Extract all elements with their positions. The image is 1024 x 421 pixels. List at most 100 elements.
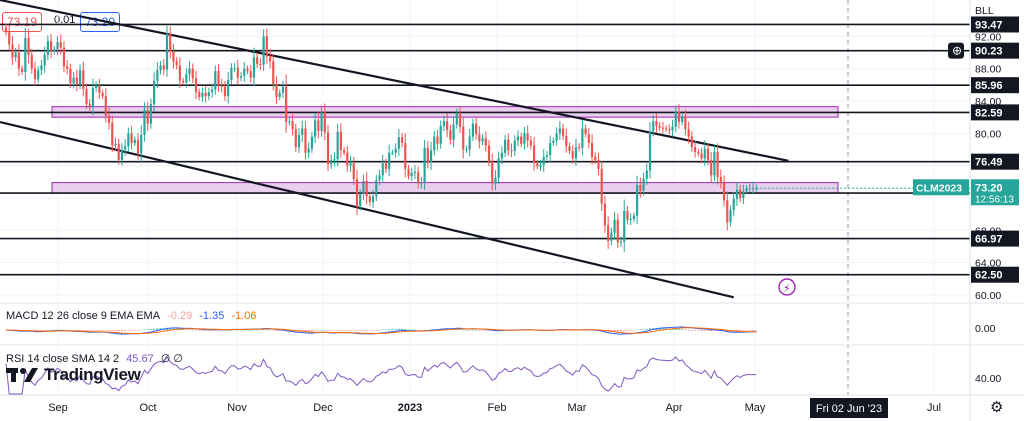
candle-body bbox=[500, 152, 503, 159]
macd-histogram-bar bbox=[149, 329, 152, 330]
macd-histogram-bar bbox=[114, 330, 117, 331]
candle-body bbox=[114, 143, 117, 146]
candle-body bbox=[555, 133, 558, 141]
macd-histogram-bar bbox=[40, 330, 43, 331]
candle-body bbox=[629, 218, 632, 220]
macd-histogram-bar bbox=[327, 330, 329, 331]
macd-histogram-bar bbox=[639, 329, 642, 330]
candle-body bbox=[365, 180, 368, 197]
candle-body bbox=[465, 149, 468, 151]
macd-histogram-bar bbox=[713, 330, 716, 331]
support-zone bbox=[51, 182, 839, 194]
candle-body bbox=[95, 85, 98, 89]
candle-body bbox=[85, 88, 88, 105]
candle-body bbox=[600, 168, 603, 204]
macd-histogram-bar bbox=[346, 330, 349, 331]
macd-histogram-bar bbox=[301, 330, 304, 332]
candle-body bbox=[204, 92, 207, 97]
candle-body bbox=[626, 210, 629, 220]
candle-body bbox=[697, 151, 700, 154]
candle-body bbox=[159, 65, 162, 71]
candle-body bbox=[53, 49, 56, 52]
candle-body bbox=[66, 66, 69, 69]
candle-body bbox=[751, 188, 755, 190]
candle-body bbox=[520, 136, 523, 144]
candle-body bbox=[674, 111, 677, 127]
candle-body bbox=[455, 113, 458, 125]
candle-body bbox=[4, 27, 8, 33]
candle-body bbox=[507, 139, 510, 151]
macd-histogram-bar bbox=[243, 329, 246, 331]
macd-histogram-bar bbox=[391, 328, 394, 330]
candle-body bbox=[471, 123, 474, 137]
macd-histogram-bar bbox=[140, 329, 143, 331]
macd-histogram-bar bbox=[30, 330, 33, 331]
level-label: 85.96 bbox=[975, 80, 1003, 92]
candle-body bbox=[17, 52, 20, 69]
macd-signal-line bbox=[6, 327, 757, 335]
candle-body bbox=[655, 121, 658, 127]
macd-histogram-bar bbox=[259, 329, 262, 331]
x-tick-label: Nov bbox=[227, 402, 247, 414]
candle-body bbox=[349, 163, 352, 166]
open-price-box[interactable]: 73.19 bbox=[2, 12, 43, 32]
candle-body bbox=[494, 177, 497, 184]
macd-histogram-bar bbox=[468, 330, 471, 331]
crosshair-date-bg bbox=[810, 398, 888, 418]
candle-body bbox=[388, 152, 391, 169]
candle-body bbox=[571, 151, 574, 159]
tradingview-logo: TradingView bbox=[6, 364, 141, 386]
macd-histogram-bar bbox=[745, 330, 748, 331]
candle-body bbox=[107, 115, 111, 123]
macd-histogram-bar bbox=[397, 328, 400, 330]
candle-body bbox=[732, 198, 735, 211]
candle-body bbox=[362, 180, 365, 194]
candle-body bbox=[98, 85, 101, 93]
candle-body bbox=[407, 168, 410, 177]
macd-histogram-bar bbox=[343, 330, 346, 331]
candle-body bbox=[294, 129, 297, 148]
candle-body bbox=[475, 123, 478, 135]
candle-body bbox=[478, 134, 481, 142]
macd-histogram-bar bbox=[275, 330, 278, 331]
level-label-bg bbox=[971, 77, 1019, 94]
macd-histogram-bar bbox=[156, 328, 159, 330]
candle-body bbox=[230, 67, 233, 80]
macd-histogram-bar bbox=[194, 330, 197, 331]
candle-body bbox=[652, 121, 655, 131]
rsi-value: 45.67 bbox=[126, 353, 154, 365]
candle-body bbox=[394, 148, 397, 153]
candle-body bbox=[375, 180, 378, 197]
lightning-icon: ⚡ bbox=[783, 282, 791, 295]
macd-histogram-bar bbox=[88, 330, 91, 331]
candle-body bbox=[175, 61, 178, 66]
symbol-label-bg bbox=[913, 179, 969, 196]
level-label-bg bbox=[971, 230, 1019, 247]
candle-body bbox=[413, 172, 417, 174]
macd-histogram-bar bbox=[401, 328, 404, 330]
gear-icon[interactable]: ⚙ bbox=[990, 399, 1004, 416]
candle-body bbox=[713, 151, 716, 176]
macd-histogram-bar bbox=[69, 330, 72, 331]
candle-body bbox=[745, 188, 748, 192]
candle-body bbox=[185, 74, 188, 83]
candle-body bbox=[172, 51, 175, 62]
macd-line-value: -1.35 bbox=[199, 310, 225, 322]
candle-body bbox=[384, 163, 388, 169]
macd-histogram-bar bbox=[217, 330, 220, 331]
candle-body bbox=[265, 36, 268, 57]
candle-body bbox=[468, 136, 471, 150]
candle-body bbox=[397, 137, 400, 149]
candle-body bbox=[584, 128, 587, 135]
candle-body bbox=[700, 153, 703, 159]
macd-histogram-bar bbox=[681, 329, 684, 330]
candle-body bbox=[410, 172, 413, 177]
macd-histogram-bar bbox=[127, 330, 130, 331]
candle-body bbox=[27, 37, 30, 55]
candle-body bbox=[420, 182, 423, 184]
macd-histogram-bar bbox=[330, 330, 333, 331]
macd-histogram-bar bbox=[307, 330, 310, 332]
macd-histogram-bar bbox=[475, 329, 478, 331]
candle-body bbox=[14, 52, 17, 58]
